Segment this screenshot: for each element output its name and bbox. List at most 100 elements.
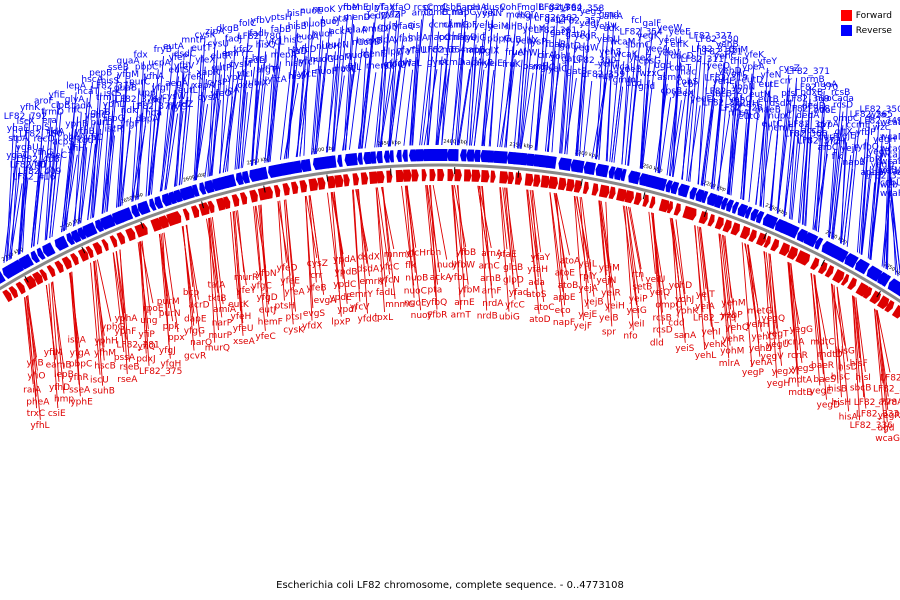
forward-gene-label-leader — [119, 249, 128, 375]
forward-gene-label-leader — [506, 187, 514, 263]
reverse-gene-label: clpB — [51, 101, 70, 111]
forward-gene-label: atoD — [529, 315, 551, 325]
forward-gene-label: ung — [140, 316, 157, 326]
reverse-gene-label: ackA — [329, 27, 352, 37]
reverse-gene-label: glpA — [375, 35, 396, 45]
forward-gene-label: ppx — [168, 333, 185, 343]
reverse-gene-arrow — [745, 206, 753, 219]
forward-gene-label: murP — [208, 331, 232, 341]
forward-gene-label: LF82_375 — [139, 367, 182, 377]
reverse-gene-label-leader — [250, 39, 260, 166]
reverse-gene-arrow — [0, 270, 6, 283]
forward-gene-label-leader — [277, 200, 291, 276]
forward-gene-arrow — [673, 203, 681, 216]
reverse-gene-label: LF82_371 — [787, 67, 830, 77]
reverse-gene-label: yehB — [716, 40, 739, 50]
reverse-gene-label-leader — [255, 76, 267, 165]
forward-gene-label: yohK — [676, 306, 700, 316]
reverse-gene-arrow — [66, 232, 76, 246]
reverse-gene-label-leader — [702, 72, 717, 186]
reverse-gene-label: xapR — [196, 68, 219, 78]
reverse-gene-label: LF82_364 — [539, 3, 583, 13]
reverse-gene-label: gatY — [550, 28, 571, 38]
forward-gene-label-leader — [140, 241, 154, 304]
forward-gene-label-leader — [813, 274, 824, 375]
reverse-gene-label: LF82_373 — [91, 82, 134, 92]
reverse-gene-label: nuoE — [300, 6, 323, 16]
forward-gene-label-leader — [671, 218, 686, 343]
forward-gene-label: narP — [212, 318, 233, 328]
reverse-gene-label-leader — [742, 73, 753, 200]
forward-gene-arrow — [786, 246, 798, 260]
reverse-gene-label-leader — [441, 13, 451, 146]
forward-gene-arrow — [216, 197, 226, 211]
reverse-gene-label-leader — [343, 13, 354, 151]
reverse-gene-arrow — [844, 252, 856, 267]
reverse-gene-label: ccmF — [439, 33, 463, 43]
reverse-gene-label: gnd — [638, 82, 655, 92]
forward-gene-arrow — [722, 219, 732, 233]
reverse-gene-label: LF82_380 — [19, 130, 63, 140]
reverse-gene-label: ccmA — [429, 21, 455, 31]
reverse-gene-label-leader — [210, 62, 222, 176]
forward-gene-label: tktB — [208, 294, 226, 304]
forward-gene-label: atoA — [559, 256, 581, 266]
forward-gene-label-leader — [330, 192, 342, 317]
reverse-gene-label: yfcD — [296, 45, 316, 55]
forward-gene-arrow — [116, 231, 126, 245]
reverse-gene-label: pmrD — [362, 24, 387, 34]
forward-gene-label-leader — [831, 283, 839, 384]
reverse-gene-arrow — [47, 242, 56, 255]
reverse-gene-label: LF82_358 — [561, 4, 605, 14]
reverse-gene-label-leader — [19, 127, 28, 254]
reverse-gene-label: yehT — [598, 60, 621, 70]
forward-gene-arrow — [817, 261, 828, 275]
forward-gene-label: glpB — [503, 263, 523, 273]
reverse-gene-label: eutP — [211, 64, 232, 74]
reverse-gene-label: mepA — [271, 50, 298, 60]
forward-gene-label-leader — [277, 201, 285, 301]
reverse-gene-arrow — [106, 214, 116, 228]
forward-gene-label-leader — [747, 244, 762, 332]
reverse-gene-arrow — [756, 210, 765, 224]
reverse-gene-arrow — [726, 199, 735, 213]
reverse-gene-label: LF82_353 — [865, 171, 900, 181]
forward-gene-label-leader — [599, 200, 607, 276]
reverse-gene-label: prmB — [800, 75, 824, 85]
forward-gene-label: raiA — [23, 385, 42, 395]
reverse-gene-arrow — [492, 150, 503, 164]
forward-gene-label: yfbR — [427, 311, 447, 321]
forward-gene-label-leader — [605, 201, 613, 327]
forward-gene-label-leader — [141, 240, 151, 316]
reverse-gene-label-leader — [828, 148, 836, 238]
reverse-gene-arrow — [707, 192, 718, 207]
reverse-gene-label-leader — [333, 75, 345, 152]
forward-gene-arrow — [429, 169, 436, 182]
forward-gene-label-leader — [574, 196, 589, 284]
forward-gene-label: napF — [553, 318, 575, 328]
reverse-gene-label: nuoE — [814, 106, 837, 116]
reverse-gene-arrow — [142, 200, 151, 214]
scale-label: 2250 kbp — [639, 162, 663, 174]
reverse-gene-label-leader — [93, 103, 107, 218]
forward-gene-label: fadL — [376, 288, 395, 298]
forward-gene-label-leader — [234, 210, 244, 324]
reverse-gene-arrow — [473, 149, 481, 162]
reverse-gene-label: glpB — [378, 22, 398, 32]
forward-gene-label: yeiB — [599, 313, 619, 323]
forward-gene-label-leader — [581, 197, 595, 297]
forward-gene-label-leader — [573, 195, 584, 321]
forward-gene-label-leader — [95, 260, 105, 348]
forward-gene-label-leader — [675, 219, 686, 295]
scale-tick — [820, 259, 826, 267]
reverse-gene-label-leader — [252, 27, 262, 166]
forward-gene-arrow — [707, 213, 715, 227]
reverse-gene-label: yohF — [500, 3, 522, 13]
forward-gene-label: yfeA — [284, 288, 305, 298]
forward-gene-label: pssA — [114, 353, 136, 363]
reverse-gene-label: cpsB — [661, 86, 683, 96]
reverse-gene-label: LF82_354 — [619, 27, 663, 37]
reverse-gene-label: LF82_357 — [558, 16, 601, 26]
reverse-gene-label: napH — [456, 3, 480, 13]
reverse-gene-label-leader — [264, 74, 273, 163]
